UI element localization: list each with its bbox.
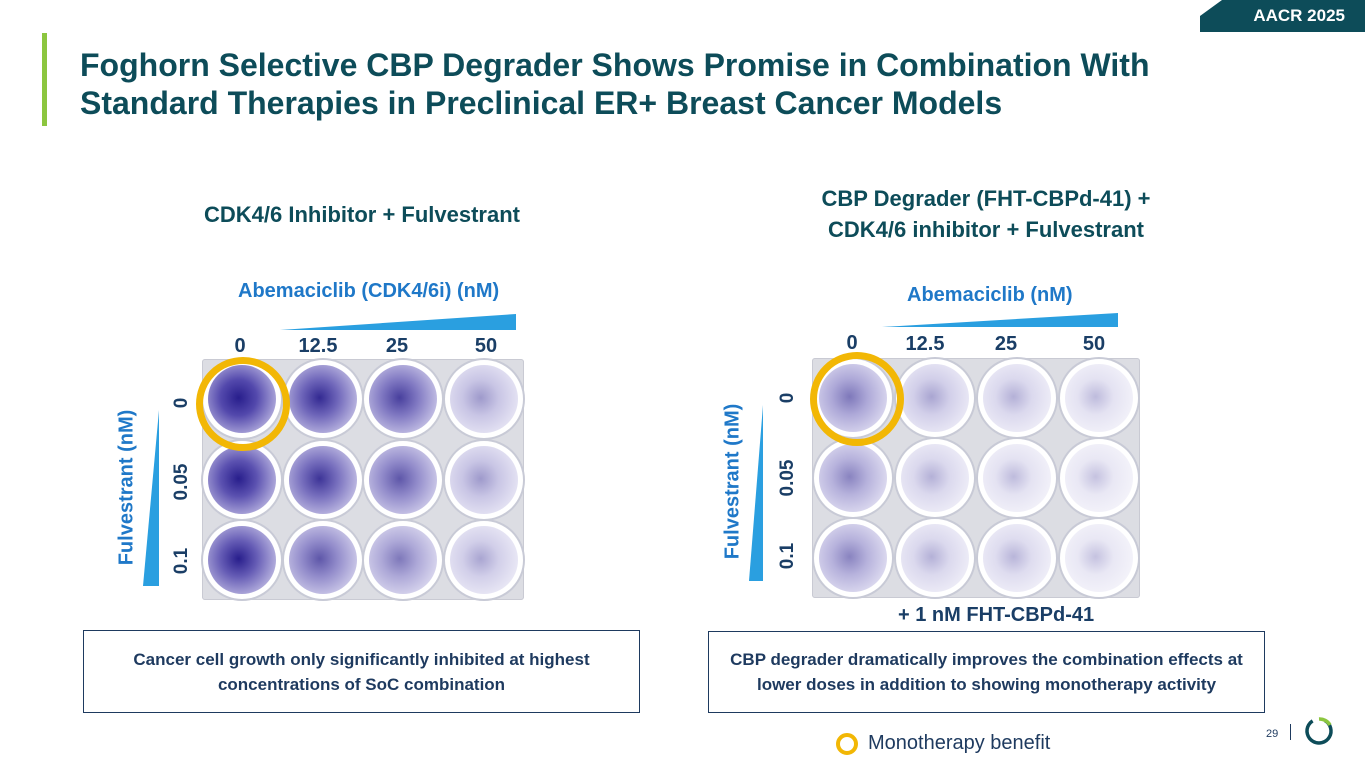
left-well-stain [288,365,357,434]
right-well-stain [901,524,969,592]
left-well [283,520,362,599]
left-x-axis-title: Abemaciclib (CDK4/6i) (nM) [238,280,500,302]
left-well-stain [208,525,277,594]
foghorn-logo-icon [1305,717,1333,745]
left-well [283,440,362,519]
right-x-tick: 12.5 [905,333,945,355]
left-well [203,440,282,519]
right-heading-line-2: CDK4/6 inhibitor + Fulvestrant [828,217,1144,242]
title-line-2: Standard Therapies in Preclinical ER+ Br… [80,85,1003,121]
left-y-tick: 0.1 [171,547,192,575]
right-x-tick: 50 [1082,333,1106,355]
left-well [444,440,523,519]
left-y-axis-title: Fulvestrant (nM) [115,409,138,566]
right-well-plate [812,358,1140,598]
page-title: Foghorn Selective CBP Degrader Shows Pro… [80,46,1260,122]
left-well-stain [369,445,438,514]
left-well-stain [288,445,357,514]
right-well-stain [901,364,969,432]
right-well [1060,359,1138,437]
left-y-gradient-wedge [143,410,159,586]
right-y-tick: 0.05 [777,459,798,497]
right-summary-text: CBP degrader dramatically improves the c… [730,650,1243,694]
title-accent-bar [42,33,47,126]
left-well-stain [288,525,357,594]
left-well-stain [369,525,438,594]
right-x-tick: 25 [994,333,1018,355]
right-well [1060,439,1138,517]
right-well [1060,519,1138,597]
right-well-stain [983,364,1051,432]
legend: Monotherapy benefit [836,732,1050,755]
right-well [896,359,974,437]
right-summary-box: CBP degrader dramatically improves the c… [708,631,1265,713]
right-well-stain [901,444,969,512]
right-well-stain [819,444,887,512]
legend-label: Monotherapy benefit [868,732,1051,754]
left-well [444,520,523,599]
left-y-tick: 0 [171,397,192,409]
right-well-stain [983,524,1051,592]
right-y-tick: 0.1 [777,542,798,570]
left-summary-box: Cancer cell growth only significantly in… [83,630,640,713]
right-combo-label: + 1 nM FHT-CBPd-41 [898,604,1095,626]
left-x-tick: 12.5 [298,335,338,357]
left-x-tick: 50 [474,335,498,357]
right-well [896,519,974,597]
left-y-tick: 0.05 [171,463,192,501]
right-y-gradient-wedge [749,405,763,581]
right-well-stain [1065,444,1133,512]
ring-legend-icon [836,732,858,755]
left-x-gradient-wedge [280,314,516,330]
left-well-stain [449,365,518,434]
left-monotherapy-highlight-ring [196,357,290,451]
right-well-stain [983,444,1051,512]
right-well-stain [1065,524,1133,592]
right-well-stain [1065,364,1133,432]
right-heading-line-1: CBP Degrader (FHT-CBPd-41) + [821,186,1151,211]
right-x-tick: 0 [846,332,858,354]
left-well [283,360,362,439]
right-well [814,439,892,517]
right-x-gradient-wedge [882,313,1118,327]
left-x-tick: 25 [385,335,409,357]
left-well [364,440,443,519]
right-y-tick: 0 [777,392,798,404]
left-well [203,520,282,599]
right-well [978,439,1056,517]
left-well-stain [449,445,518,514]
left-summary-text: Cancer cell growth only significantly in… [133,649,590,694]
right-well [896,439,974,517]
right-well [978,519,1056,597]
left-panel-heading: CDK4/6 Inhibitor + Fulvestrant [204,202,520,227]
page-number: 29 [1266,728,1279,740]
left-well [444,360,523,439]
right-well [814,519,892,597]
left-x-tick: 0 [234,335,246,357]
right-panel-heading: CBP Degrader (FHT-CBPd-41) + CDK4/6 inhi… [746,183,1226,245]
conference-badge: AACR 2025 [1200,0,1365,32]
right-x-axis-title: Abemaciclib (nM) [907,284,1073,306]
left-well-stain [369,365,438,434]
right-well-stain [819,524,887,592]
right-monotherapy-highlight-ring [810,352,904,446]
title-line-1: Foghorn Selective CBP Degrader Shows Pro… [80,47,1150,83]
left-well [364,360,443,439]
right-y-axis-title: Fulvestrant (nM) [721,403,744,560]
footer-separator [1290,724,1291,740]
right-well [978,359,1056,437]
left-well-stain [208,445,277,514]
left-well-stain [449,525,518,594]
left-well [364,520,443,599]
